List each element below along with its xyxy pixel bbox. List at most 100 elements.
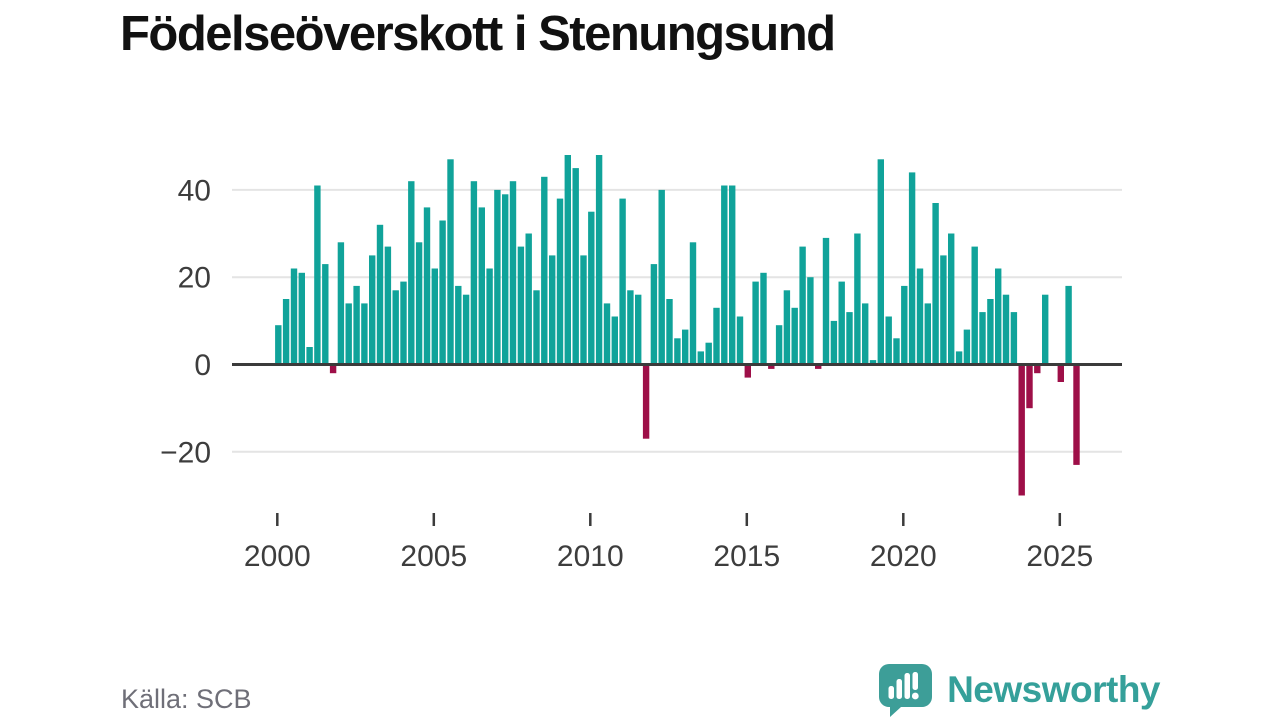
bar-2014-q2[interactable] [721,185,728,365]
bar-2020-q4[interactable] [924,303,931,365]
bar-2016-q2[interactable] [783,290,791,365]
bar-2005-q3[interactable] [447,159,454,365]
bar-2022-q2[interactable] [971,246,978,365]
bar-2004-q2[interactable] [408,181,415,365]
bar-2008-q1[interactable] [525,233,532,365]
bar-2003-q4[interactable] [392,290,399,365]
bar-2021-q2[interactable] [940,255,947,365]
bar-2010-q2[interactable] [595,155,603,365]
bar-2020-q1[interactable] [901,285,908,365]
bar-2008-q2[interactable] [533,290,540,365]
bar-2000-q4[interactable] [298,272,305,365]
bar-2021-q4[interactable] [955,351,963,365]
bar-2001-q1[interactable] [306,347,313,365]
bar-2019-q4[interactable] [893,338,900,365]
bar-2009-q2[interactable] [564,155,571,365]
bar-2009-q1[interactable] [556,198,564,365]
bar-2018-q3[interactable] [854,233,861,365]
bar-2007-q2[interactable] [502,194,509,365]
bar-2005-q4[interactable] [455,285,462,365]
bar-2012-q3[interactable] [666,299,673,365]
bar-2002-q1[interactable] [337,242,345,365]
bar-2019-q1[interactable] [869,360,877,365]
bar-2010-q1[interactable] [588,211,595,365]
bar-2016-q4[interactable] [799,246,806,365]
bar-2011-q3[interactable] [635,294,642,365]
bar-2015-q3[interactable] [760,272,767,365]
bar-2022-q1[interactable] [963,329,971,365]
bar-2013-q3[interactable] [697,351,704,365]
bar-2002-q2[interactable] [345,303,352,365]
bar-2024-q2[interactable] [1034,364,1041,374]
bar-2009-q3[interactable] [572,168,579,365]
bar-2004-q1[interactable] [400,281,407,365]
bar-2019-q2[interactable] [877,159,884,365]
bar-2000-q3[interactable] [290,268,298,365]
bar-2006-q2[interactable] [470,181,478,365]
bar-2005-q2[interactable] [439,220,446,365]
bar-2019-q3[interactable] [885,316,892,365]
bar-2013-q1[interactable] [682,329,689,365]
bar-2005-q1[interactable] [431,268,438,365]
bar-2007-q4[interactable] [517,246,525,365]
bar-2003-q1[interactable] [369,255,376,365]
bar-2016-q1[interactable] [775,325,783,365]
bar-2012-q4[interactable] [674,338,681,365]
bar-2004-q3[interactable] [415,242,423,365]
bar-2017-q2[interactable] [815,364,822,369]
bar-2007-q3[interactable] [509,181,517,365]
bar-2008-q4[interactable] [549,255,556,365]
bar-2023-q1[interactable] [995,268,1002,365]
bar-2025-q3[interactable] [1073,364,1080,465]
bar-2000-q1[interactable] [275,325,282,365]
bar-2015-q2[interactable] [752,281,759,365]
bar-2012-q2[interactable] [658,189,665,365]
bar-2015-q1[interactable] [744,364,751,378]
bar-2023-q2[interactable] [1002,294,1010,365]
bar-2001-q4[interactable] [329,364,337,374]
bar-2025-q2[interactable] [1065,285,1072,365]
bar-2023-q4[interactable] [1018,364,1025,496]
bar-2010-q4[interactable] [611,316,618,365]
bar-2018-q4[interactable] [862,303,869,365]
bar-2014-q4[interactable] [736,316,744,365]
bar-2001-q2[interactable] [314,185,321,365]
bar-2003-q2[interactable] [376,224,384,365]
bar-2010-q3[interactable] [603,303,611,365]
bar-2021-q3[interactable] [948,233,955,365]
bar-2014-q3[interactable] [729,185,736,365]
bar-2015-q4[interactable] [768,364,775,369]
bar-2012-q1[interactable] [650,264,658,365]
bar-2006-q1[interactable] [462,294,470,365]
bar-2002-q3[interactable] [353,285,360,365]
bar-2021-q1[interactable] [932,203,939,365]
bar-2022-q3[interactable] [979,312,986,365]
bar-2023-q3[interactable] [1010,312,1018,365]
bar-2020-q2[interactable] [908,172,916,365]
bar-2008-q3[interactable] [541,176,548,365]
bar-2009-q4[interactable] [580,255,587,365]
bar-2018-q2[interactable] [846,312,853,365]
bar-2017-q4[interactable] [830,320,838,365]
bar-2024-q1[interactable] [1026,364,1033,409]
bar-2006-q4[interactable] [486,268,493,365]
bar-2006-q3[interactable] [478,207,485,365]
bar-2011-q1[interactable] [619,198,626,365]
bar-2025-q1[interactable] [1057,364,1064,383]
bar-2024-q3[interactable] [1042,294,1049,365]
bar-2017-q3[interactable] [822,237,830,365]
bar-2020-q3[interactable] [916,268,924,365]
bar-2011-q2[interactable] [627,290,634,365]
bar-2001-q3[interactable] [322,264,329,365]
bar-2004-q4[interactable] [423,207,431,365]
bar-2000-q2[interactable] [282,299,290,365]
bar-2013-q2[interactable] [689,242,697,365]
bar-2017-q1[interactable] [807,277,814,365]
bar-2011-q4[interactable] [642,364,650,439]
bar-2018-q1[interactable] [838,281,845,365]
bar-2002-q4[interactable] [361,303,368,365]
bar-2013-q4[interactable] [705,342,712,365]
bar-2003-q3[interactable] [384,246,392,365]
bar-2022-q4[interactable] [987,299,994,365]
bar-2007-q1[interactable] [494,189,501,365]
